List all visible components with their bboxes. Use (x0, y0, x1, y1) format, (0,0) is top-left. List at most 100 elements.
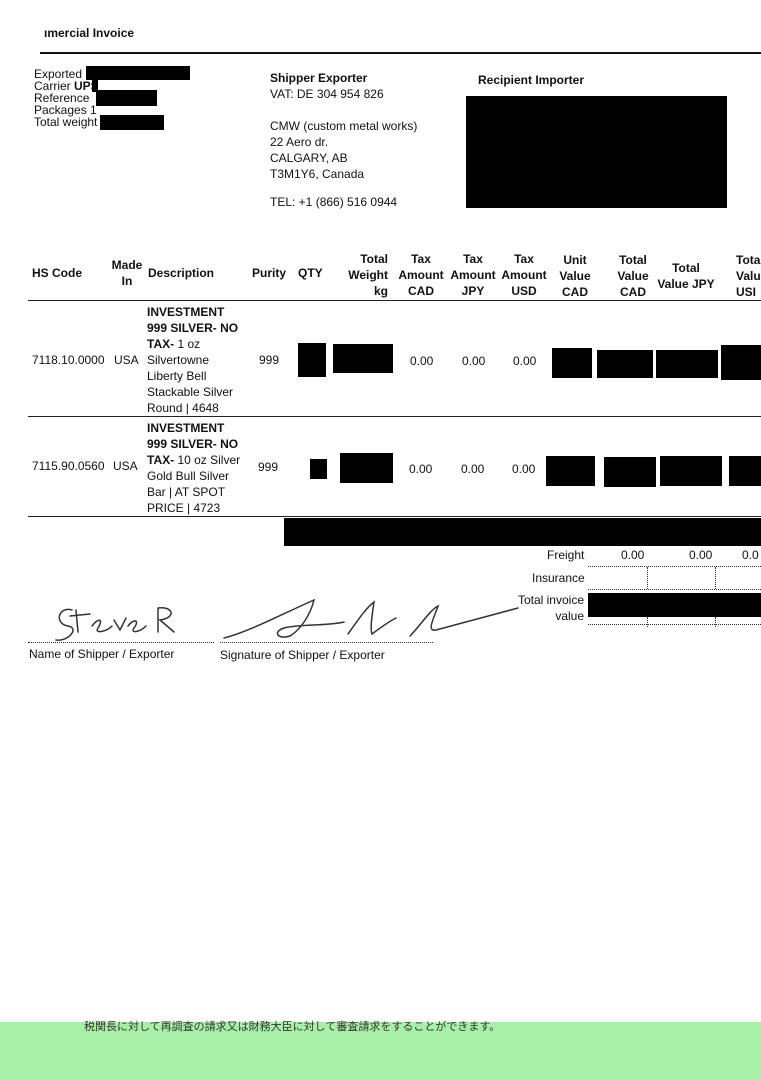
shipper-street: 22 Aero dr. (270, 135, 329, 149)
col-hs-code: HS Code (32, 266, 83, 280)
col-total-weight: Total Weight kg (340, 251, 388, 299)
col-made-in-l2: In (121, 274, 133, 288)
exported-row: Exported (34, 68, 99, 80)
row1-total-jpy-redacted (656, 350, 718, 378)
signature-line (220, 642, 433, 643)
shipper-company: CMW (custom metal works) (270, 119, 418, 133)
row1-total-cad-redacted (597, 350, 653, 378)
footer-japanese-notice: 税関長に対して再調査の請求又は財務大臣に対して審査請求をすることができます。 (84, 1020, 501, 1033)
freight-usd: 0.0 (742, 548, 759, 562)
total-sep-1 (647, 617, 648, 627)
row2-desc-l5: Bar | AT SPOT (147, 485, 226, 499)
sig-stroke-main-3 (409, 604, 519, 637)
signature-of-shipper-label: Signature of Shipper / Exporter (220, 648, 385, 662)
col-tax-usd-l2: Amount (501, 268, 547, 282)
col-tax-usd: Tax Amount USD (491, 251, 557, 299)
row1-tax-usd: 0.00 (513, 354, 537, 368)
row1-unit-redacted (552, 348, 592, 378)
row2-qty-redacted (310, 459, 327, 479)
packages-label: Packages (34, 103, 87, 117)
col-tax-jpy-l2: Amount (450, 268, 496, 282)
col-tax-jpy-l1: Tax (463, 252, 483, 266)
col-tax-cad-l2: Amount (398, 268, 444, 282)
redacted-carrier-tail (92, 80, 98, 92)
reference-label: Reference (34, 91, 90, 105)
row1-description: INVESTMENT 999 SILVER- NO TAX- 1 oz Silv… (147, 304, 257, 416)
col-tw-l2: Weight (348, 268, 388, 282)
header-divider (28, 300, 761, 301)
row1-tax-jpy: 0.00 (462, 354, 486, 368)
col-qty: QTY (298, 266, 323, 280)
title-divider (40, 52, 761, 54)
redacted-total-invoice-value (588, 593, 761, 617)
shipment-meta: Exported Carrier UPS Reference Packages … (34, 68, 99, 128)
table-bottom-divider (28, 516, 761, 517)
row1-desc-l1: INVESTMENT (147, 305, 225, 319)
redacted-subtotal-bar (284, 518, 761, 546)
row2-tax-usd: 0.00 (512, 462, 536, 476)
sig-stroke-r (157, 607, 175, 633)
sig-stroke-s (55, 608, 74, 641)
row2-desc-l3-bold: TAX- (147, 453, 175, 467)
insurance-sep-1 (647, 567, 648, 589)
col-description: Description (148, 266, 215, 280)
handwritten-signatures (55, 598, 519, 641)
sig-stroke-v (113, 617, 127, 632)
insurance-underline (588, 589, 761, 590)
row1-desc-l3-rest: 1 oz (174, 337, 201, 351)
row2-unit-redacted (546, 456, 595, 486)
col-unit-l3: CAD (562, 285, 588, 299)
col-tax-usd-l3: USD (511, 284, 537, 298)
col-tax-jpy: Tax Amount JPY (440, 251, 506, 299)
col-unit-l2: Value (559, 269, 591, 283)
name-line (28, 642, 214, 643)
shipper-block: Shipper Exporter VAT: DE 304 954 826 CMW… (270, 70, 417, 210)
row2-tax-cad: 0.00 (409, 462, 433, 476)
total-weight-row: Total weight (34, 116, 99, 128)
total-invoice-underline (588, 624, 761, 625)
row2-description: INVESTMENT 999 SILVER- NO TAX- 10 oz Sil… (147, 420, 257, 516)
row2-weight-redacted (340, 453, 393, 483)
row1-desc-l7: Round | 4648 (147, 401, 219, 415)
row1-made-in: USA (114, 353, 139, 367)
redacted-reference (96, 90, 157, 106)
shipper-vat: VAT: DE 304 954 826 (270, 87, 384, 101)
col-tv-usd-l1: Tota (736, 253, 761, 267)
col-tax-jpy-l3: JPY (461, 284, 485, 298)
row1-desc-l3-bold: TAX- (147, 337, 175, 351)
freight-label: Freight (547, 548, 585, 562)
row1-desc-l4: Silvertowne (147, 353, 210, 367)
row2-total-cad-redacted (604, 457, 656, 487)
packages-row: Packages 1 (34, 104, 99, 116)
insurance-sep-2 (715, 567, 716, 589)
packages-value: 1 (90, 103, 97, 117)
recipient-heading: Recipient Importer (478, 73, 585, 87)
row1-purity: 999 (259, 353, 280, 367)
row2-purity: 999 (258, 460, 279, 474)
row2-hs-code: 7115.90.0560 (32, 459, 105, 473)
insurance-label: Insurance (532, 571, 585, 585)
col-tv-jpy-l1: Total (672, 261, 700, 275)
row-divider (28, 416, 761, 417)
col-unit-l1: Unit (563, 253, 587, 267)
carrier-label: Carrier (34, 79, 71, 93)
col-tv-jpy-l2: Value JPY (657, 277, 715, 291)
row1-total-usd-redacted (721, 345, 761, 380)
shipper-postal: T3M1Y6, Canada (270, 167, 365, 181)
row2-tax-jpy: 0.00 (461, 462, 485, 476)
sig-stroke-t (69, 609, 91, 633)
col-purity: Purity (252, 266, 287, 280)
row2-desc-l1: INVESTMENT (147, 421, 225, 435)
total-sep-2 (715, 617, 716, 627)
col-tv-usd-l2: Valu (736, 269, 761, 283)
row2-desc-l2: 999 SILVER- NO (147, 437, 239, 451)
sig-stroke-main-2 (347, 600, 397, 636)
col-tv-cad-l2: Value (617, 269, 649, 283)
row2-made-in: USA (113, 459, 138, 473)
shipper-city: CALGARY, AB (270, 151, 348, 165)
col-tw-l3: kg (373, 284, 388, 298)
col-tv-cad-l1: Total (619, 253, 647, 267)
freight-underline (588, 566, 761, 567)
name-of-shipper-label: Name of Shipper / Exporter (29, 647, 175, 661)
